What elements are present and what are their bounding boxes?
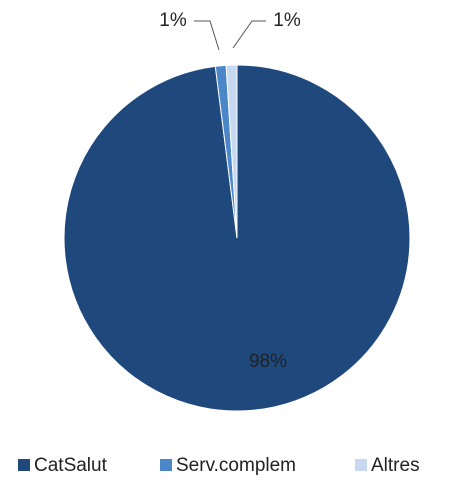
- legend-swatch: [160, 459, 172, 471]
- data-labels: 98% 1% 1%: [159, 10, 301, 372]
- legend-swatch: [355, 459, 367, 471]
- data-label: 1%: [273, 10, 301, 31]
- pie: [63, 64, 411, 412]
- leader-line: [232, 20, 266, 49]
- legend-label: Serv.complem: [176, 455, 296, 476]
- legend: CatSalut Serv.complem Altres: [18, 455, 420, 476]
- data-label: 98%: [249, 351, 287, 372]
- legend-swatch: [18, 459, 30, 471]
- legend-label: CatSalut: [34, 455, 108, 476]
- legend-label: Altres: [371, 455, 420, 476]
- leader-line: [194, 20, 220, 51]
- data-label: 1%: [159, 10, 187, 31]
- pie-slice: [225, 64, 238, 239]
